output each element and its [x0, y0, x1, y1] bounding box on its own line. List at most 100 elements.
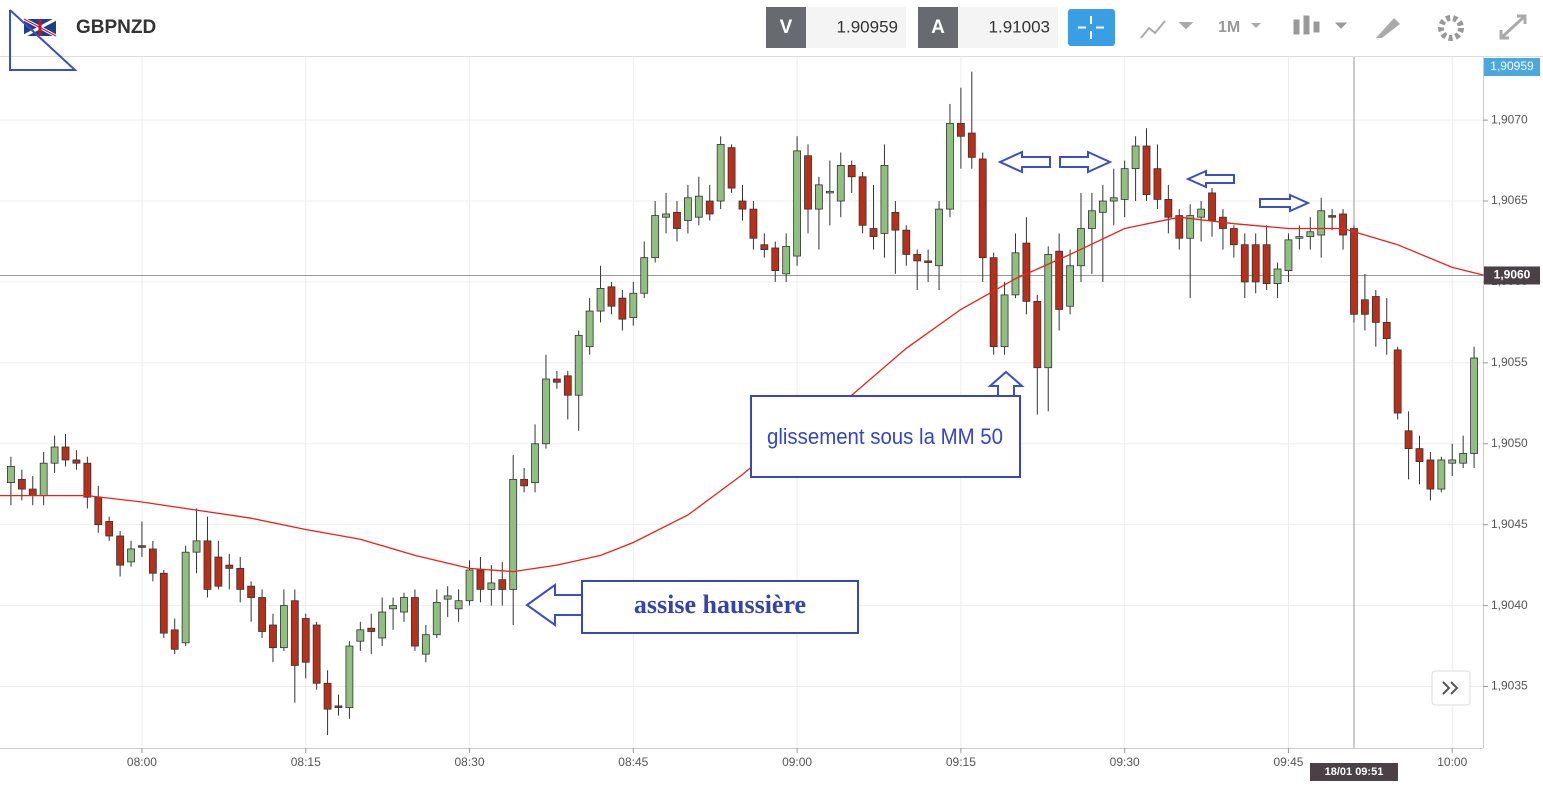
ask-label: A	[931, 17, 945, 38]
annotation: glissement sous la MM 50	[767, 424, 1003, 449]
candle	[159, 569, 168, 638]
candle	[279, 589, 288, 651]
candle	[1350, 225, 1358, 323]
candle	[618, 290, 627, 331]
candle	[356, 621, 365, 651]
candle	[531, 424, 539, 493]
candle-body	[793, 150, 801, 257]
draw-button[interactable]	[1376, 18, 1400, 38]
bid-box[interactable]	[806, 7, 906, 48]
candle	[378, 597, 387, 647]
candle	[1426, 451, 1435, 501]
candle-body	[192, 540, 201, 553]
arrow-left	[1185, 169, 1235, 189]
candle-body	[673, 211, 681, 229]
y-tick-label: 1,9050	[1491, 436, 1528, 450]
candle	[1153, 144, 1162, 210]
candle	[400, 592, 408, 622]
candle-body	[1437, 459, 1446, 490]
candle	[72, 450, 81, 470]
y-tick-label: 1,9055	[1491, 355, 1528, 369]
candle	[258, 589, 266, 638]
candle-body	[836, 165, 845, 202]
candle-body	[1098, 200, 1107, 213]
candle-body	[574, 334, 583, 396]
ask-box[interactable]	[958, 7, 1058, 48]
candle-body	[1328, 215, 1337, 218]
candle-body	[1000, 294, 1009, 348]
ask-badge	[918, 7, 958, 48]
candle-body	[1055, 250, 1064, 310]
candle-body	[50, 446, 59, 464]
candle	[651, 201, 660, 263]
candle	[269, 613, 277, 663]
candle-body	[159, 572, 168, 634]
bid-price: 1.90959	[837, 17, 898, 36]
candle	[552, 370, 561, 389]
candle-body	[989, 257, 998, 348]
candle-body	[148, 548, 157, 574]
candle-body	[1208, 192, 1216, 221]
fullscreen-button[interactable]	[1499, 14, 1527, 40]
candle-body	[1251, 244, 1260, 283]
candle-body	[552, 378, 561, 383]
candle	[1120, 160, 1129, 218]
candle	[815, 176, 823, 250]
candle	[312, 621, 321, 690]
candle-body	[684, 197, 692, 221]
bid-label: V	[780, 17, 793, 38]
candle	[214, 540, 223, 590]
candle-body	[847, 165, 856, 178]
candle-body	[487, 582, 496, 590]
candle-body	[956, 122, 965, 137]
candle	[1415, 435, 1424, 485]
timeframe[interactable]: 1M	[1218, 19, 1240, 36]
settings-button[interactable]	[1438, 15, 1464, 41]
candle	[1459, 435, 1468, 469]
candle-body	[290, 600, 299, 666]
candle-body	[891, 211, 900, 231]
x-tick-label: 09:30	[1110, 755, 1140, 769]
candle	[1240, 233, 1249, 299]
chart-type-button[interactable]	[1140, 20, 1194, 39]
x-tick-label: 08:45	[618, 755, 648, 769]
candle-body	[749, 208, 758, 239]
candle-body	[913, 254, 922, 262]
ask-price: 1.91003	[989, 17, 1050, 36]
candle	[1098, 184, 1107, 282]
candle-body	[705, 200, 714, 215]
y-tick-label: 1,9045	[1491, 517, 1528, 531]
candle-body	[443, 595, 452, 600]
candle	[1000, 281, 1009, 355]
y-tick-label: 1,9065	[1491, 193, 1528, 207]
candle-body	[1142, 145, 1151, 195]
annotation-box	[581, 580, 859, 634]
candle-body	[585, 310, 594, 348]
candles-button[interactable]	[1293, 15, 1348, 35]
candle-body	[967, 132, 976, 158]
candle-body	[1470, 357, 1478, 454]
candle-body	[138, 545, 146, 548]
drawn-triangle	[9, 9, 78, 71]
crosshair-button[interactable]	[1068, 9, 1115, 46]
candle	[684, 184, 692, 234]
scroll-button[interactable]	[1431, 670, 1471, 706]
candle	[443, 586, 452, 617]
candle	[1229, 225, 1238, 258]
candle	[1088, 192, 1096, 274]
candle-body	[1371, 296, 1380, 323]
candle	[1033, 294, 1042, 415]
candle	[836, 152, 845, 218]
candle-body	[716, 143, 725, 202]
candle	[1273, 262, 1282, 299]
candle-body	[1131, 145, 1140, 170]
last-price-badge	[1484, 58, 1540, 76]
candle	[1066, 249, 1074, 315]
candle-body	[1284, 239, 1293, 272]
candle-body	[1153, 168, 1162, 200]
candle	[847, 160, 856, 193]
candle-body	[825, 190, 834, 194]
candle	[793, 136, 801, 266]
candle	[116, 531, 125, 577]
